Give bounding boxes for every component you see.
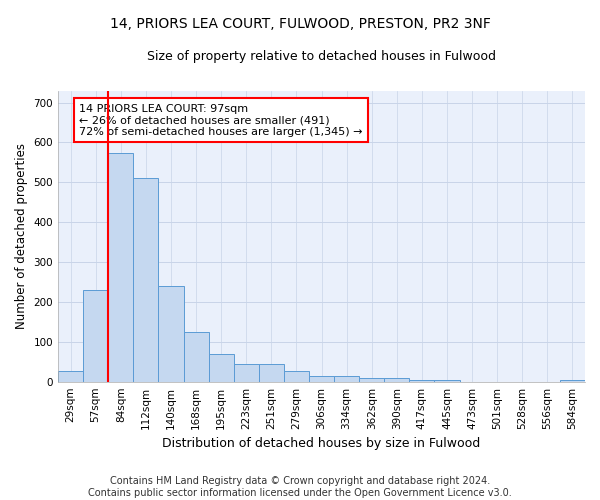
Bar (83, 290, 108, 382)
Bar (384, 378, 409, 382)
Bar (58, 370, 83, 382)
Text: Contains HM Land Registry data © Crown copyright and database right 2024.
Contai: Contains HM Land Registry data © Crown c… (88, 476, 512, 498)
Text: 14, PRIORS LEA COURT, FULWOOD, PRESTON, PR2 3NF: 14, PRIORS LEA COURT, FULWOOD, PRESTON, … (110, 18, 490, 32)
Title: Size of property relative to detached houses in Fulwood: Size of property relative to detached ho… (147, 50, 496, 63)
Bar (359, 378, 384, 382)
Bar (184, 332, 209, 382)
X-axis label: Distribution of detached houses by size in Fulwood: Distribution of detached houses by size … (163, 437, 481, 450)
Bar (409, 380, 434, 382)
Bar (334, 376, 359, 382)
Bar (259, 364, 284, 382)
Bar (560, 380, 585, 382)
Bar (309, 376, 334, 382)
Bar (158, 286, 184, 382)
Bar (108, 153, 133, 382)
Bar (434, 380, 460, 382)
Bar (133, 178, 158, 382)
Bar (209, 354, 233, 382)
Y-axis label: Number of detached properties: Number of detached properties (15, 143, 28, 329)
Text: 14 PRIORS LEA COURT: 97sqm
← 26% of detached houses are smaller (491)
72% of sem: 14 PRIORS LEA COURT: 97sqm ← 26% of deta… (79, 104, 362, 137)
Bar (284, 371, 309, 382)
Bar (233, 364, 259, 382)
